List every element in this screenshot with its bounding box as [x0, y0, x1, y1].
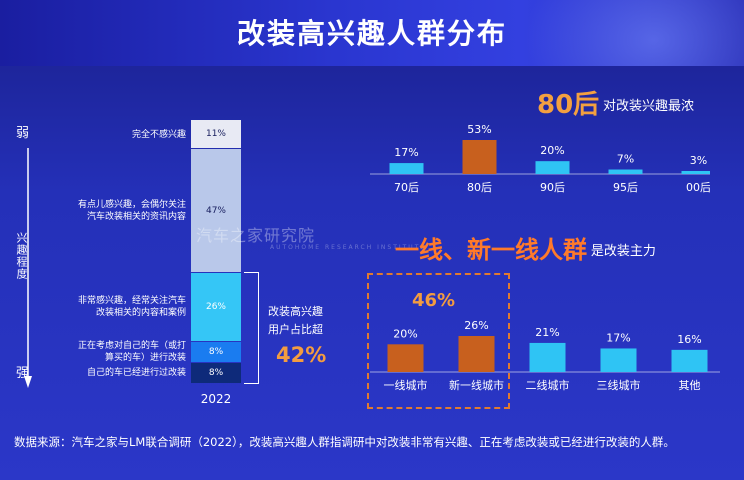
axis-interest-label: 兴趣程度 — [15, 232, 28, 280]
bar-value-label: 53% — [467, 123, 491, 136]
watermark-subtext: AUTOHOME RESEARCH INSTITUTE — [270, 244, 427, 251]
stack-category-line: 有点儿感兴趣，会偶尔关注 — [77, 200, 186, 211]
interest-arrow — [24, 148, 32, 388]
tier1-combined-pct: 46% — [412, 290, 456, 311]
bar-value-label: 20% — [540, 144, 564, 157]
stack-value-label: 8% — [208, 346, 224, 357]
bar-5 — [671, 349, 708, 372]
stack-category-label: 完全不感兴趣 — [6, 129, 186, 141]
stack-category-line: 非常感兴趣，经常关注汽车 — [77, 296, 186, 307]
age-bar-chart: 17% 70后 53% 80后 20% 90后 7% 95后 3% 00后 — [370, 123, 710, 194]
bar-value-label: 17% — [606, 331, 630, 344]
age-headline: 80后 对改装兴趣最浓 — [537, 84, 694, 121]
bar-category-label: 90后 — [540, 181, 565, 194]
city-headline-rest: 是改装主力 — [590, 244, 656, 259]
stack-category-line: 正在考虑对自己的车（或打 — [77, 341, 186, 352]
watermark-text: 汽车之家研究院 — [196, 226, 316, 245]
bar-category-label: 一线城市 — [384, 378, 428, 392]
axis-weak-label: 弱 — [16, 126, 30, 141]
bar-2 — [458, 336, 495, 372]
stack-segment-3: 26% — [191, 273, 241, 341]
stack-segment-1: 11% — [191, 120, 241, 149]
bar-3 — [529, 342, 566, 372]
bar-4 — [608, 169, 643, 174]
stack-segment-5: 8% — [191, 362, 241, 383]
bar-5 — [681, 171, 710, 174]
stack-category-label: 非常感兴趣，经常关注汽车 改装相关的内容和案例 — [6, 295, 186, 319]
stack-value-label: 47% — [205, 205, 226, 216]
stack-category-line: 汽车改装相关的资讯内容 — [86, 212, 186, 223]
high-interest-bracket — [244, 272, 259, 384]
bar-value-label: 17% — [394, 146, 418, 159]
header-glow — [524, 0, 744, 66]
bar-value-label: 21% — [535, 326, 559, 339]
stack-category-line: 自己的车已经进行过改装 — [86, 368, 186, 379]
stack-category-line: 完全不感兴趣 — [131, 129, 186, 140]
city-bar-chart: 20% 一线城市 26% 新一线城市 21% 二线城市 17% 三线城市 16% 其他 — [370, 319, 720, 392]
stack-category-label: 正在考虑对自己的车（或打 算买的车）进行改装 — [6, 340, 186, 364]
bar-category-label: 00后 — [686, 181, 710, 194]
bar-value-label: 16% — [677, 333, 701, 346]
bar-3 — [535, 161, 570, 174]
bar-category-label: 其他 — [679, 379, 701, 392]
bar-category-label: 二线城市 — [526, 378, 570, 392]
bar-2 — [462, 140, 497, 174]
page-title: 改装高兴趣人群分布 — [236, 17, 507, 50]
bar-value-label: 20% — [393, 327, 417, 340]
bar-value-label: 26% — [464, 319, 488, 332]
stack-year-label: 2022 — [200, 392, 232, 406]
bar-category-label: 70后 — [394, 181, 419, 194]
stack-category-label: 自己的车已经进行过改装 — [6, 367, 186, 379]
bar-value-label: 3% — [690, 154, 707, 167]
data-source-footnote: 数据来源：汽车之家与LM联合调研（2022），改装高兴趣人群指调研中对改装非常有… — [14, 435, 675, 449]
tier1-highlight-box — [367, 273, 510, 409]
note-line-1: 改装高兴趣 — [268, 305, 323, 318]
stack-value-label: 26% — [205, 301, 226, 312]
bar-1 — [389, 163, 424, 174]
city-headline-emph: 一线、新一线人群 — [395, 236, 587, 264]
bar-1 — [387, 344, 424, 372]
header-banner: 改装高兴趣人群分布 — [0, 0, 744, 66]
stack-category-line: 改装相关的内容和案例 — [95, 308, 186, 319]
axis-strong-label: 强 — [16, 366, 30, 381]
age-headline-rest: 对改装兴趣最浓 — [603, 99, 695, 114]
stack-value-label: 11% — [205, 129, 226, 140]
stack-segment-4: 8% — [191, 341, 241, 362]
stacked-bar-2022: 11% 47% 26% 8% 8% — [191, 120, 241, 384]
note-line-2: 用户占比超 — [268, 323, 323, 336]
bar-category-label: 80后 — [467, 181, 492, 194]
bar-value-label: 7% — [617, 153, 634, 166]
bar-category-label: 95后 — [613, 181, 638, 194]
bar-category-label: 三线城市 — [597, 378, 641, 392]
age-headline-emph: 80后 — [537, 90, 600, 120]
city-headline: 一线、新一线人群 是改装主力 — [395, 230, 656, 265]
bar-4 — [600, 348, 637, 372]
stack-category-line: 算买的车）进行改装 — [104, 353, 186, 364]
stack-segment-2: 47% — [191, 149, 241, 273]
bar-category-label: 新一线城市 — [449, 378, 504, 392]
stack-category-label: 有点儿感兴趣，会偶尔关注 汽车改装相关的资讯内容 — [6, 199, 186, 223]
stack-value-label: 8% — [208, 367, 224, 378]
note-percentage: 42% — [276, 343, 327, 367]
